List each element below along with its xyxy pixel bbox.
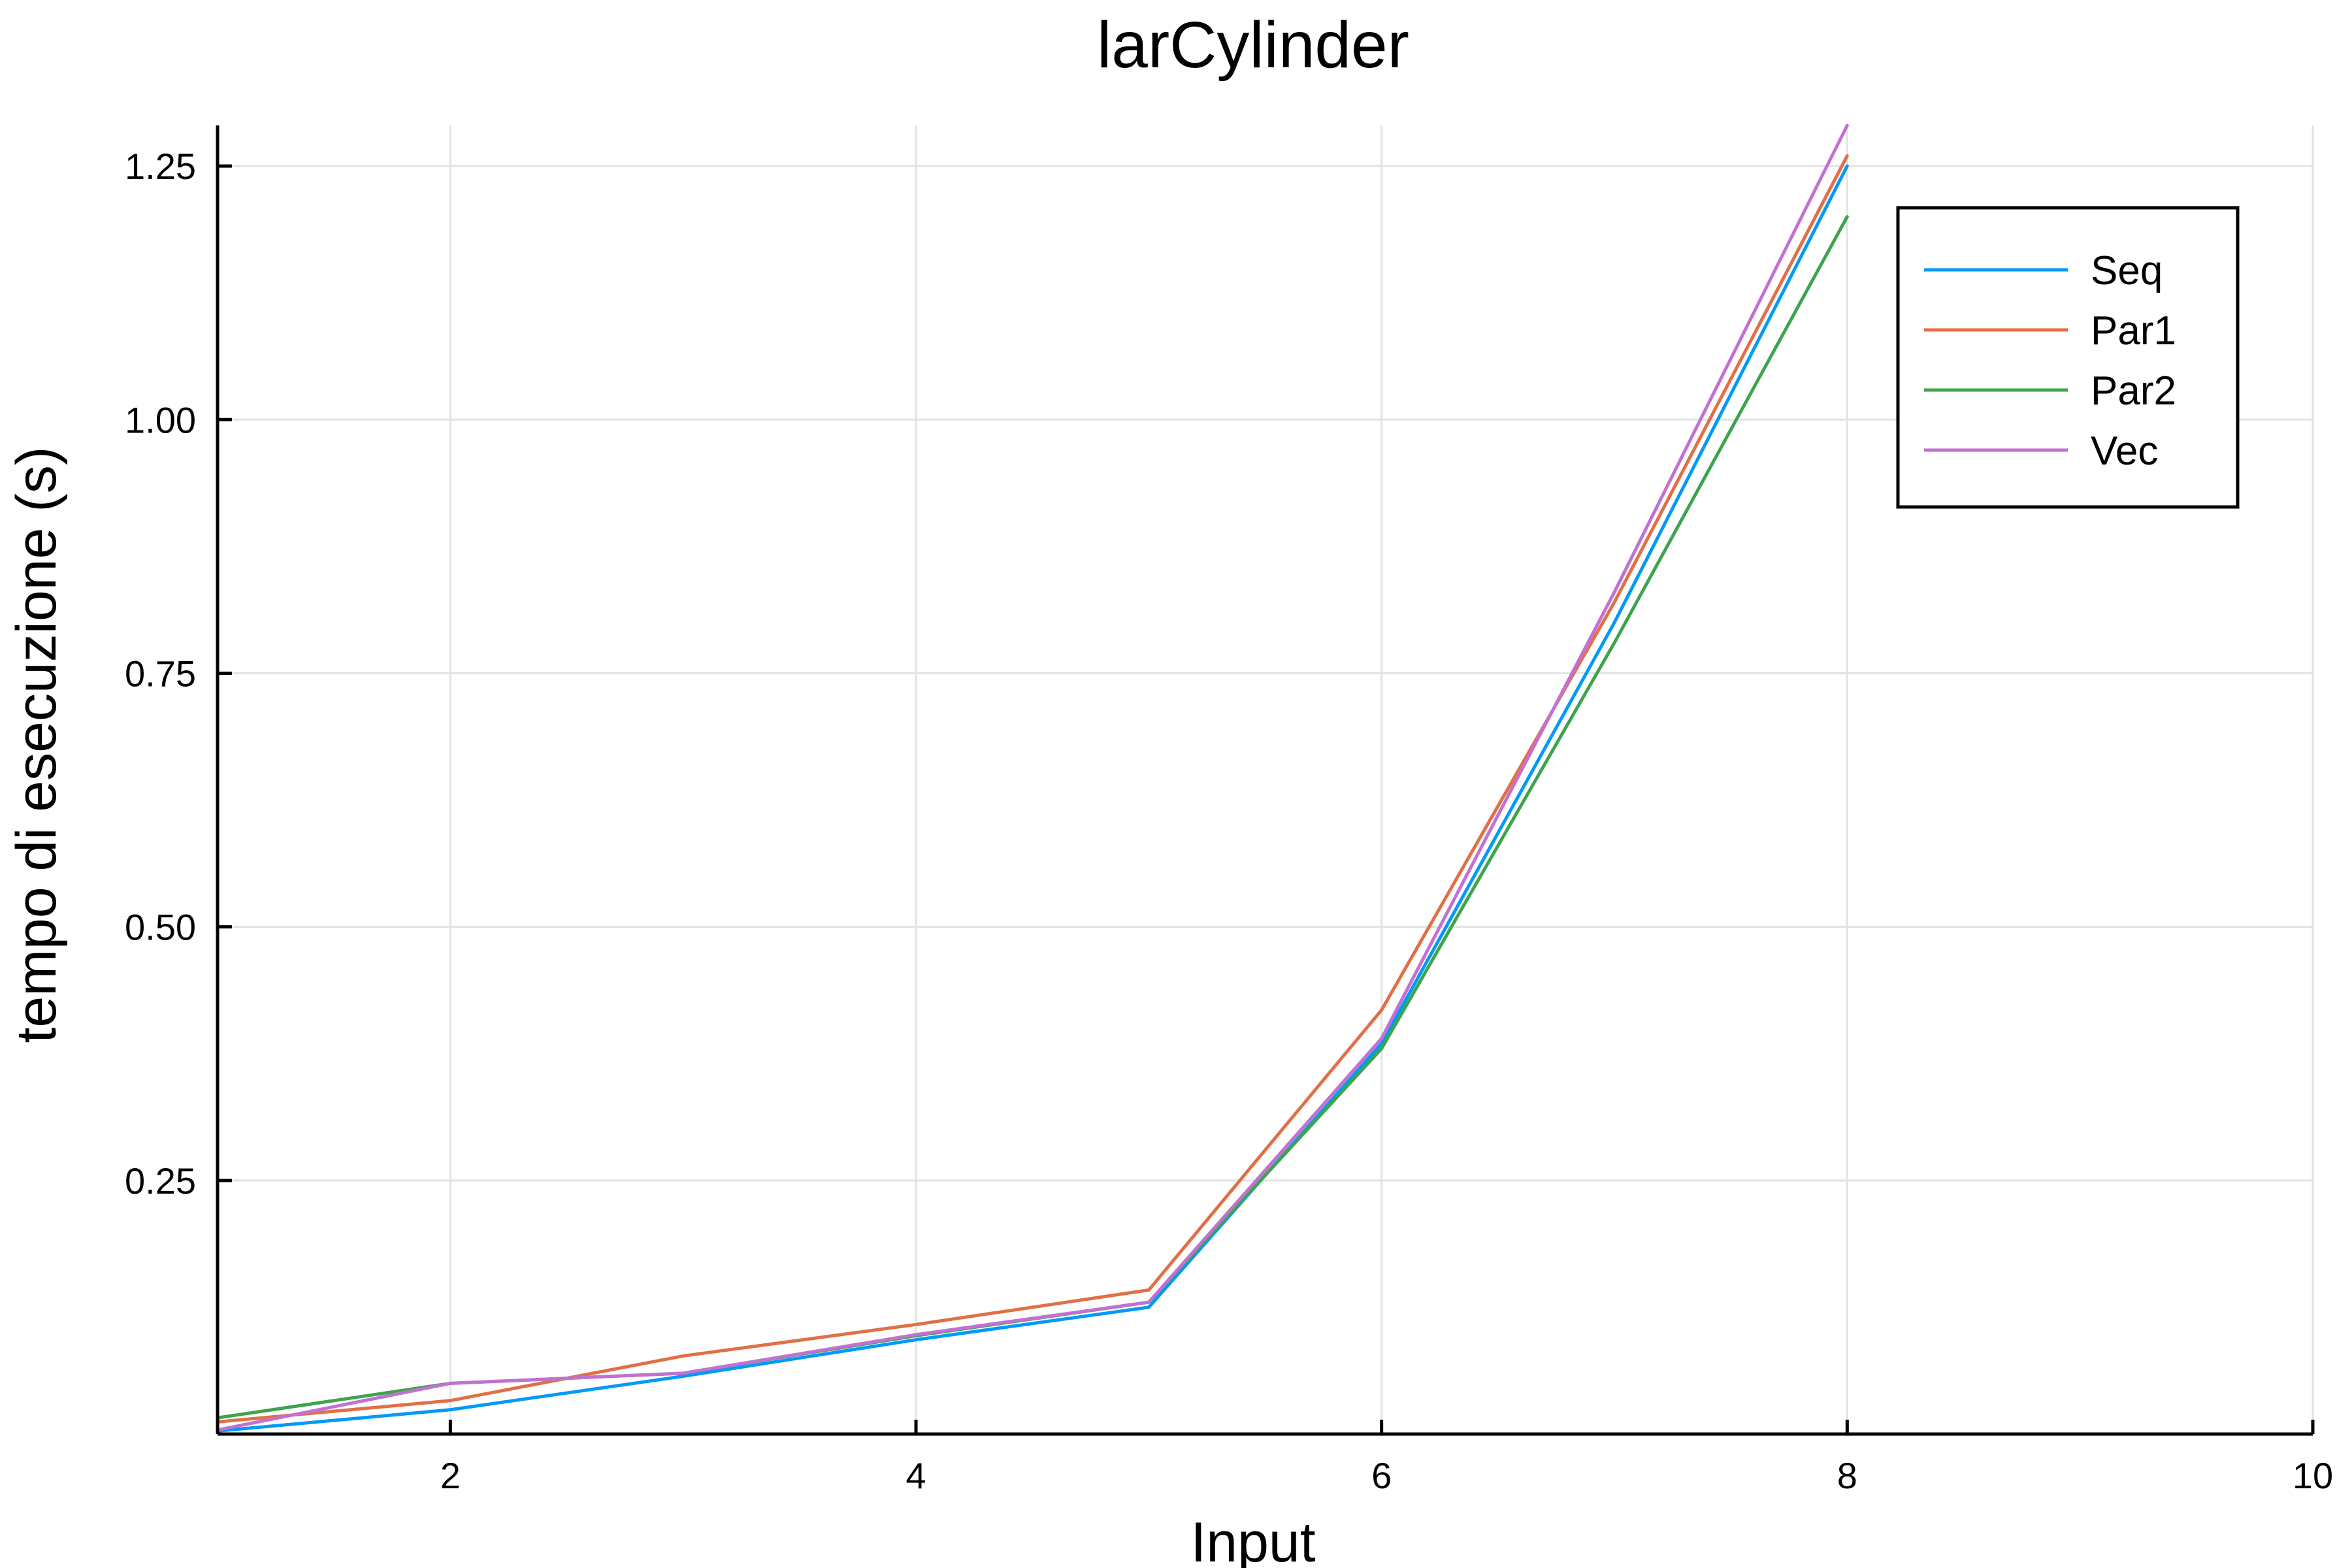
legend-label-seq: Seq xyxy=(2091,248,2163,293)
chart-title: larCylinder xyxy=(1097,8,1409,82)
y-ticks: 0.25 0.50 0.75 1.00 1.25 xyxy=(125,146,232,1201)
axes xyxy=(216,125,2313,1436)
legend: Seq Par1 Par2 Vec xyxy=(1896,206,2240,509)
x-tick-label: 2 xyxy=(440,1455,461,1496)
legend-label-par2: Par2 xyxy=(2091,368,2176,414)
x-tick-label: 8 xyxy=(1837,1455,1857,1496)
series-line-par1 xyxy=(216,154,1849,1424)
series-line-seq xyxy=(216,164,1849,1433)
x-tick-label: 4 xyxy=(906,1455,926,1496)
y-tick-label: 0.25 xyxy=(125,1160,196,1201)
y-tick-label: 0.50 xyxy=(125,907,196,948)
x-ticks: 2 4 6 8 10 xyxy=(440,1420,2333,1496)
series-line-vec xyxy=(216,123,1849,1432)
legend-label-par1: Par1 xyxy=(2091,308,2176,353)
y-axis-title: tempo di esecuzione (s) xyxy=(5,447,68,1043)
x-tick-label: 10 xyxy=(2293,1455,2333,1496)
x-tick-label: 6 xyxy=(1371,1455,1392,1496)
legend-items: Seq Par1 Par2 Vec xyxy=(1924,248,2176,474)
y-tick-label: 1.25 xyxy=(125,146,196,187)
y-tick-label: 0.75 xyxy=(125,653,196,694)
grid xyxy=(218,125,2314,1434)
x-axis-title: Input xyxy=(1190,1511,1315,1568)
y-tick-label: 1.00 xyxy=(125,399,196,440)
legend-box xyxy=(1896,206,2240,509)
series-lines xyxy=(216,123,1849,1433)
legend-label-vec: Vec xyxy=(2091,429,2158,474)
